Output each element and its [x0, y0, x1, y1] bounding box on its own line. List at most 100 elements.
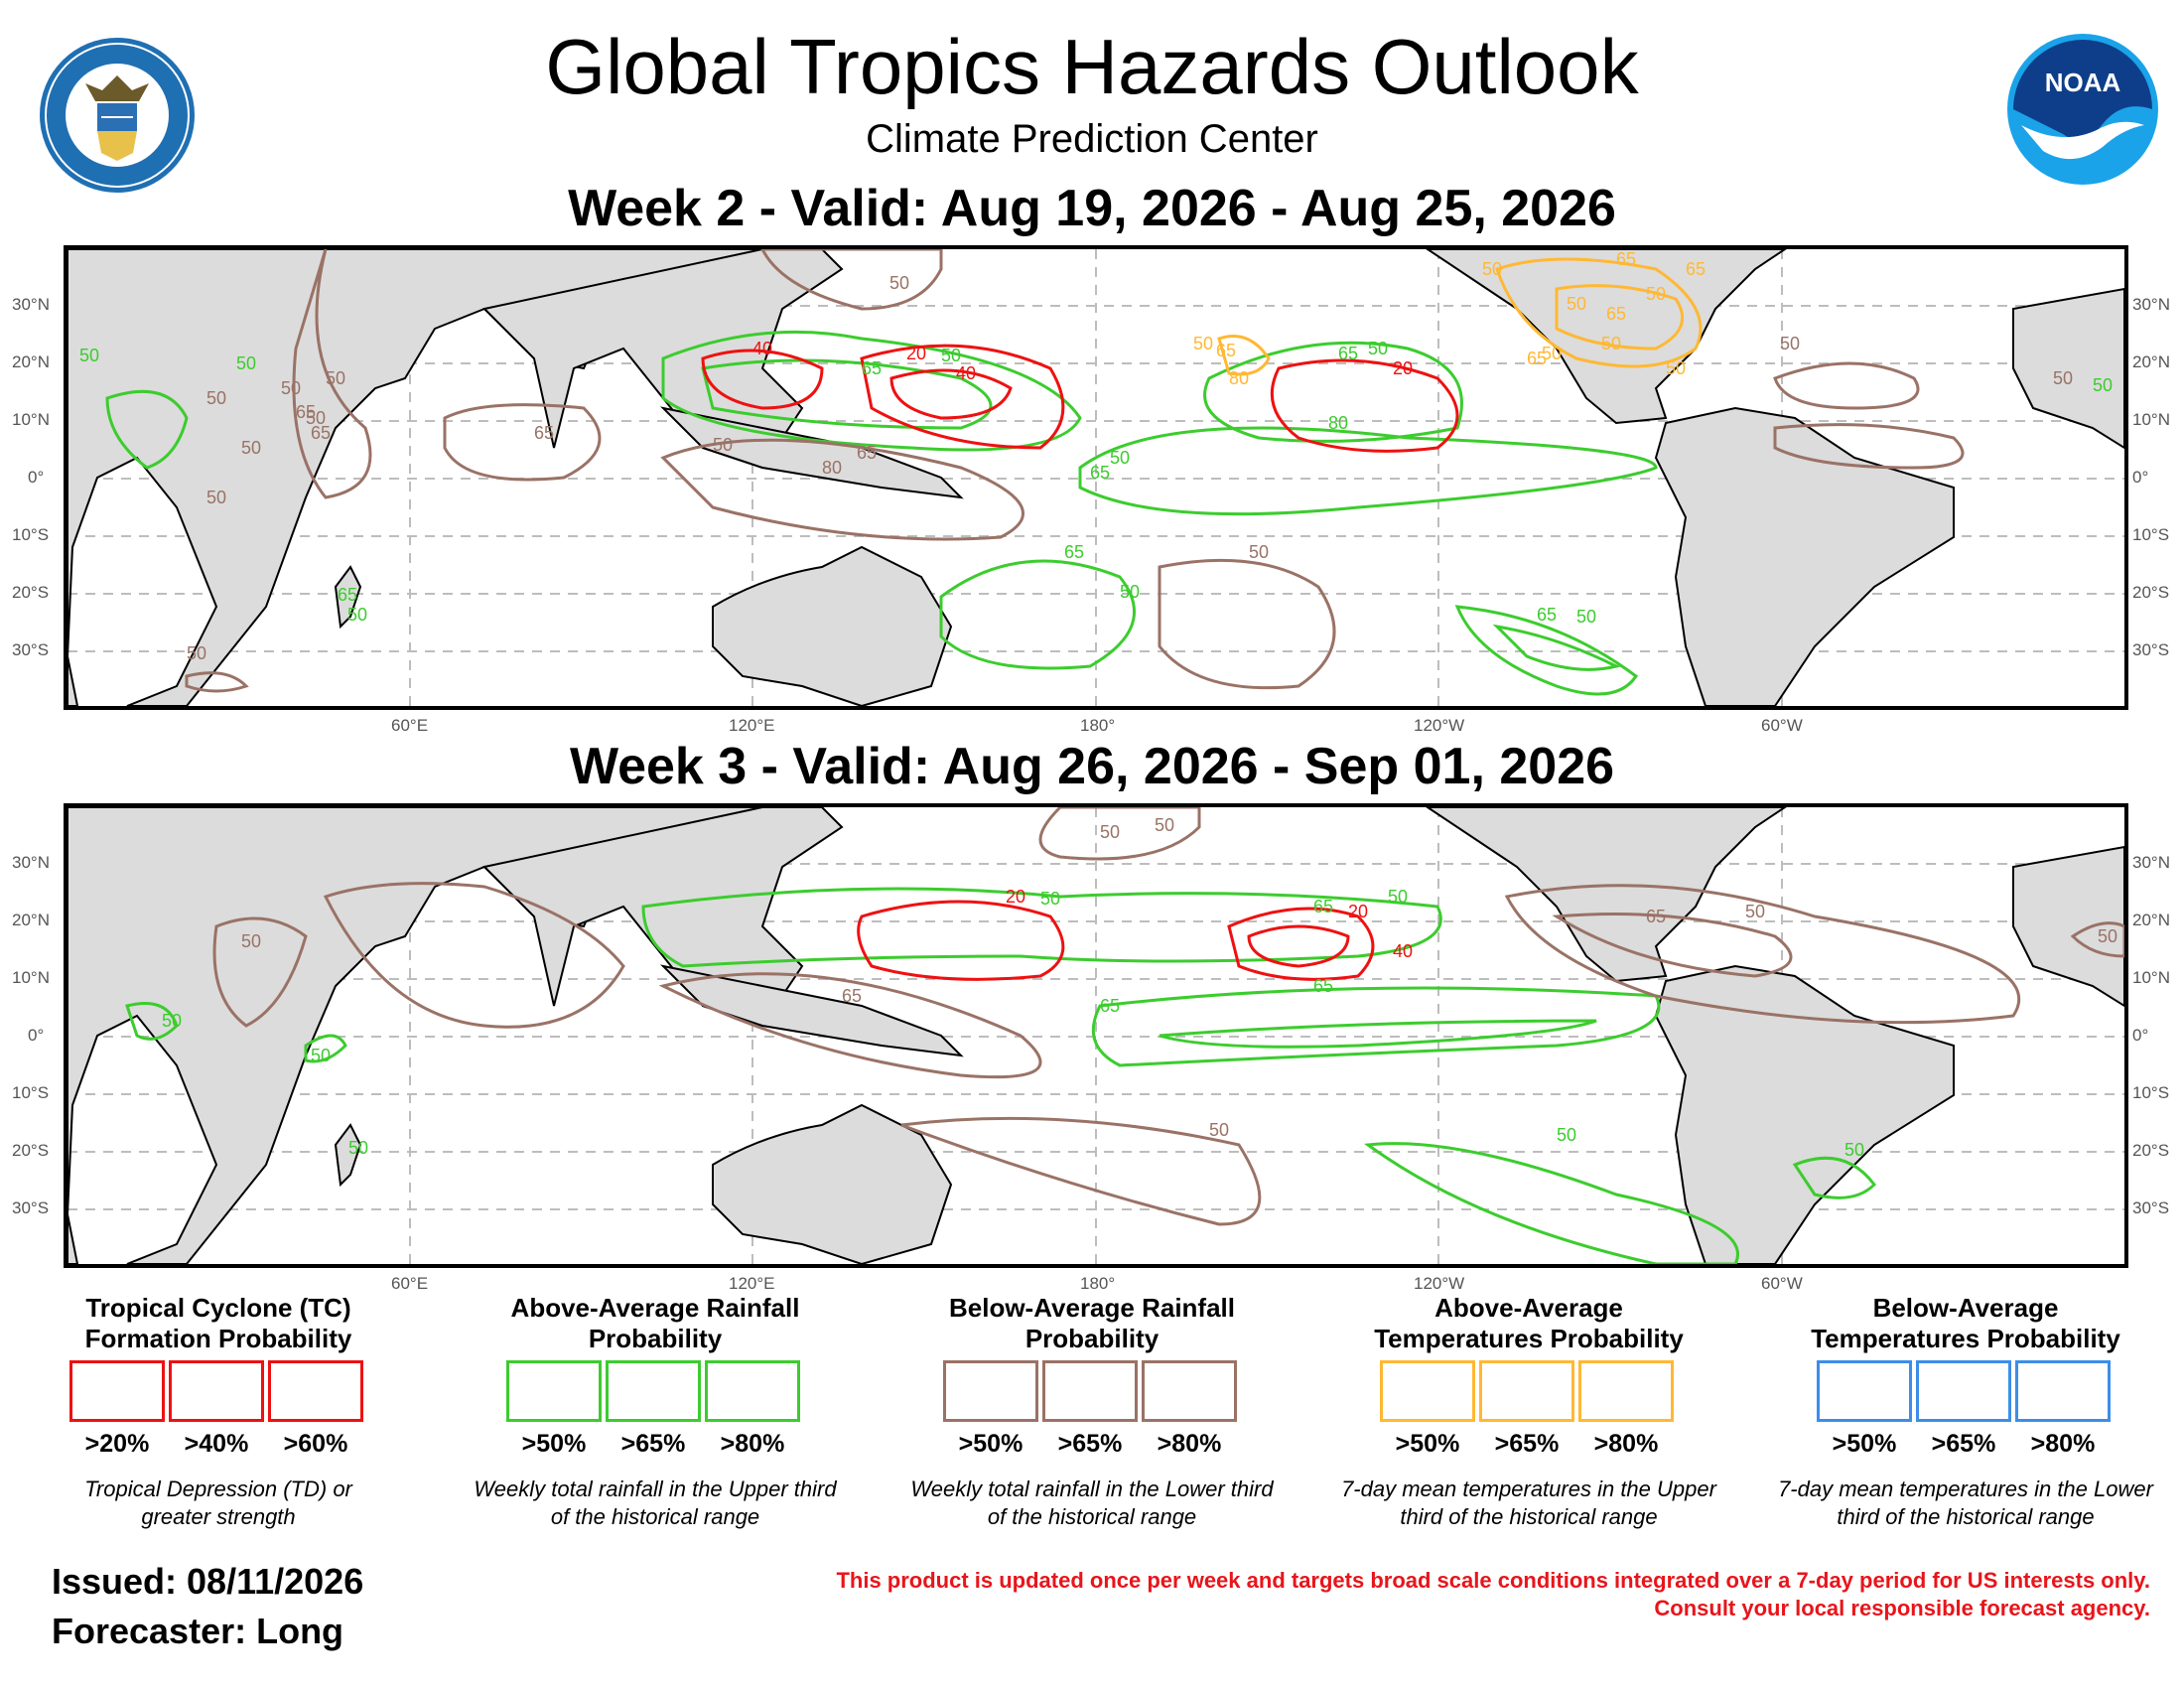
week2-land	[68, 249, 2124, 706]
legend-rain-above-swatch-80	[705, 1360, 800, 1422]
issued-date: Issued: 08/11/2026	[52, 1561, 364, 1602]
w2-lon-180: 180°	[1080, 716, 1116, 735]
week3-map: 20 20 40 50 50 65 50 65 65 50 50 50 50 5…	[12, 803, 2170, 1293]
doc-seal-icon	[38, 36, 197, 195]
w2-lat-30s-left: 30°S	[12, 640, 50, 659]
forecaster-name: Forecaster: Long	[52, 1611, 344, 1651]
land-west-africa	[2012, 287, 2124, 450]
w3-lon-120w: 120°W	[1414, 1274, 1465, 1293]
w2-lat-10s-left: 10°S	[12, 525, 50, 544]
w2-lon-60e: 60°E	[391, 716, 429, 735]
noaa-logo-text: NOAA	[2044, 68, 2121, 97]
legend-temp-below-swatch-80	[2015, 1360, 2111, 1422]
w2-rain-below-label-9: 65	[857, 443, 877, 463]
legend-temp-below-label-50: >50%	[1832, 1430, 1897, 1458]
w3-rain-above-label-5: 65	[1100, 996, 1120, 1016]
legend-tc-label-40: >40%	[184, 1430, 249, 1458]
legend-rain-below-swatch-65	[1042, 1360, 1138, 1422]
w3-rain-above-label-7: 50	[1844, 1140, 1864, 1160]
w2-lat-20n-left: 20°N	[12, 352, 50, 371]
legend-rain-above-swatches	[506, 1360, 804, 1422]
disclaimer-line-1: This product is updated once per week an…	[836, 1568, 2150, 1593]
w3-lat-10s-right: 10°S	[2132, 1083, 2170, 1102]
land-north-america	[1426, 807, 1787, 983]
w2-rain-above-label-4: 50	[941, 346, 961, 365]
land-africa	[68, 249, 763, 706]
legend-rain-above-swatch-65	[606, 1360, 701, 1422]
w2-tc-label-4: 20	[1393, 358, 1413, 378]
legend-temp-above-label-50: >50%	[1395, 1430, 1460, 1458]
w2-rain-above-label-9: 50	[1110, 448, 1130, 468]
w2-rain-below-label-13: 65	[311, 423, 331, 443]
week3-land	[68, 807, 2124, 1264]
w3-rain-below-label-4: 65	[842, 986, 862, 1006]
w2-rain-above-label-2: 50	[236, 353, 256, 373]
page-subtitle: Climate Prediction Center	[866, 117, 1318, 161]
legend-tc-title: Tropical Cyclone (TC) Formation Probabil…	[84, 1293, 352, 1353]
w2-rain-above-label-14: 50	[2093, 375, 2113, 395]
w3-rain-below-label-2: 50	[1155, 815, 1174, 835]
land-australia	[712, 545, 953, 706]
legend-rain-above-desc: Weekly total rainfall in the Upper third…	[474, 1477, 837, 1529]
w2-lat-30n-right: 30°N	[2132, 295, 2170, 314]
w2-lat-10n-right: 10°N	[2132, 410, 2170, 429]
w2-rain-below-label-5: 50	[281, 378, 301, 398]
w2-temp-above-label-7: 65	[1606, 304, 1626, 324]
w2-rain-below-label-15: 50	[187, 643, 206, 663]
w2-rain-below-label-17: 50	[306, 408, 326, 428]
legend-tc-label-20: >20%	[84, 1430, 150, 1458]
page-title: Global Tropics Hazards Outlook	[545, 23, 1639, 110]
w2-temp-above-label-13: 65	[1686, 259, 1706, 279]
week2-title: Week 2 - Valid: Aug 19, 2026 - Aug 25, 2…	[568, 180, 1616, 237]
w2-temp-above-label-9: 50	[1601, 334, 1621, 353]
week2-temp-above-contours	[1217, 257, 1703, 376]
land-madagascar	[334, 565, 362, 630]
w3-lat-20s-left: 20°S	[12, 1141, 50, 1160]
w3-lat-20s-right: 20°S	[2132, 1141, 2170, 1160]
w3-lat-0-right: 0°	[2132, 1026, 2149, 1045]
w3-rain-below-label-1: 50	[1100, 822, 1120, 842]
legend-rain-below-swatches	[943, 1360, 1241, 1422]
legend-rain-below-label-80: >80%	[1157, 1430, 1222, 1458]
w2-lat-10n-left: 10°N	[12, 410, 50, 429]
legend-temp-below-labels: >50% >65% >80%	[1815, 1430, 2113, 1459]
legend-temp-below-label-65: >65%	[1931, 1430, 1996, 1458]
w3-lat-30s-right: 30°S	[2132, 1198, 2170, 1217]
land-south-america	[1654, 964, 1955, 1264]
w2-rain-above-label-5: 80	[1328, 413, 1348, 433]
legend-temp-above-swatches	[1380, 1360, 1678, 1422]
legend-temp-above-title: Above-Average Temperatures Probability	[1374, 1293, 1684, 1353]
w2-temp-above-label-4: 50	[1482, 259, 1502, 279]
w2-lat-10s-right: 10°S	[2132, 525, 2170, 544]
legend-temp-below-desc: 7-day mean temperatures in the Lower thi…	[1778, 1477, 2153, 1529]
w2-rain-below-label-16: 50	[326, 368, 345, 388]
w2-lat-20n-right: 20°N	[2132, 352, 2170, 371]
legend-tc-labels: >20% >40% >60%	[68, 1430, 365, 1459]
w2-rain-above-label-15: 65	[338, 585, 357, 605]
w3-rain-above-label-1: 50	[1040, 889, 1060, 909]
w3-rain-below-label-7: 50	[1745, 902, 1765, 921]
legend-rain-below-swatch-80	[1142, 1360, 1237, 1422]
w3-lon-60w: 60°W	[1761, 1274, 1803, 1293]
w2-lat-30s-right: 30°S	[2132, 640, 2170, 659]
w3-lat-20n-right: 20°N	[2132, 911, 2170, 929]
legend-rain-below-labels: >50% >65% >80%	[941, 1430, 1239, 1459]
w3-rain-above-label-10: 50	[348, 1138, 368, 1158]
legend-temp-below-title: Below-Average Temperatures Probability	[1811, 1293, 2120, 1353]
w2-lon-60w: 60°W	[1761, 716, 1803, 735]
week2-tc-contours	[701, 344, 1459, 453]
w2-temp-above-label-6: 50	[1567, 294, 1586, 314]
land-australia	[712, 1103, 953, 1264]
legend-rain-below-title: Below-Average Rainfall Probability	[948, 1293, 1235, 1353]
legend-temp-above-label-65: >65%	[1494, 1430, 1560, 1458]
legend-temp-below-swatches	[1817, 1360, 2115, 1422]
legend-rain-below-label-50: >50%	[958, 1430, 1024, 1458]
w2-rain-above-label-7: 50	[1368, 339, 1388, 358]
w2-temp-above-label-5: 65	[1616, 249, 1636, 269]
week3-title: Week 3 - Valid: Aug 26, 2026 - Sep 01, 2…	[569, 738, 1615, 795]
disclaimer-line-2: Consult your local responsible forecast …	[1654, 1596, 2150, 1620]
legend-rain-above-label-65: >65%	[620, 1430, 686, 1458]
legend-temp-below-label-80: >80%	[2030, 1430, 2096, 1458]
week3-rain-below-contours	[212, 807, 2124, 1226]
w3-rain-above-label-2: 50	[1388, 887, 1408, 907]
